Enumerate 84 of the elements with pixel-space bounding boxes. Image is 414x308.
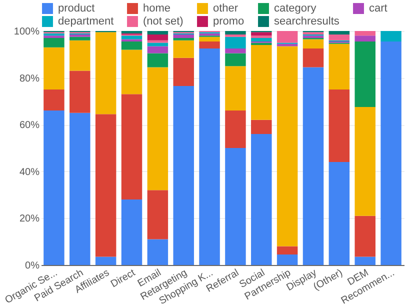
bar [121,36,142,40]
bar [354,36,376,42]
bar [354,31,376,36]
bar [147,31,168,35]
bar [121,94,142,200]
bar [147,53,168,68]
bar [251,120,272,134]
bar [44,47,64,90]
legend-label: (not set) [143,16,184,28]
bar [95,32,116,114]
bar [276,46,298,246]
bar [302,67,324,265]
bar [147,190,168,240]
bar [225,66,246,111]
bar [147,67,168,190]
bar [147,42,168,46]
bar [251,32,272,36]
y-tick-label: 100% [14,26,40,38]
legend-label: cart [369,2,388,15]
legend-label: home [143,2,171,15]
bar [251,36,272,38]
bar [354,216,376,257]
bar [121,42,142,50]
bar [302,39,324,49]
bar [225,48,246,54]
bar [354,256,376,265]
y-tick-label: 20% [19,214,40,225]
bar [302,32,324,35]
bar [44,110,64,265]
bar [44,90,64,111]
y-tick-label: 40% [19,166,40,178]
bar [70,36,90,40]
bar [173,58,194,86]
bar [380,31,402,42]
bar [225,31,246,35]
bar [354,107,376,216]
bar [225,110,246,148]
bar [95,114,116,257]
bar [251,134,272,265]
bar [328,31,350,35]
bar [328,90,350,162]
bar [328,162,350,265]
bar [199,42,220,49]
bar [199,36,220,42]
bar [225,53,246,66]
bar [225,36,246,49]
bar [251,38,272,42]
legend-label: promo [213,16,244,28]
bar [173,34,194,38]
bar [44,38,64,48]
bar [302,36,324,38]
bar [121,199,142,265]
bar [302,48,324,68]
bar [251,45,272,120]
bar [199,48,220,265]
bar [354,42,376,108]
bar [328,34,350,40]
bar [70,70,90,113]
bar [95,256,116,265]
bar [276,254,298,265]
bar [147,239,168,265]
bar [276,31,298,43]
bar [70,40,90,71]
bar [121,50,142,94]
legend-label: other [213,2,238,15]
legend-label: department [58,16,114,28]
legend-label: product [58,2,95,15]
bar [328,44,350,90]
bar [251,42,272,46]
legend-label: category [274,2,317,15]
bar [173,40,194,58]
bar [276,246,298,254]
bar [121,39,142,42]
y-tick-label: 60% [19,120,40,132]
bar [70,112,90,265]
bar [147,46,168,54]
bar [380,42,402,265]
bar [44,36,64,38]
legend-label: searchresults [274,16,340,28]
bar [225,148,246,265]
y-tick-label: 0% [25,260,40,272]
y-tick-label: 80% [19,73,40,84]
bar [173,86,194,265]
bar [147,34,168,40]
